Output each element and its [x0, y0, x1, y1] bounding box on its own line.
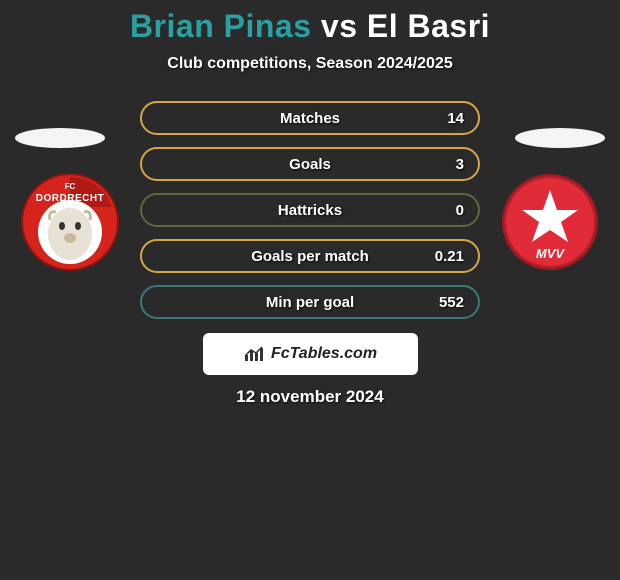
comparison-card: Brian Pinas vs El Basri Club competition… [0, 0, 620, 407]
stat-row-matches: Matches 14 [140, 101, 480, 135]
bar-chart-icon [243, 345, 265, 363]
stat-label-gpm: Goals per match [142, 248, 478, 265]
mvv-badge-icon: MVV [500, 172, 600, 272]
badge-left-line1: FC [65, 182, 76, 191]
stat-label-mpg: Min per goal [142, 294, 478, 311]
subtitle: Club competitions, Season 2024/2025 [0, 55, 620, 73]
club-badge-left: FC DORDRECHT [20, 172, 120, 272]
stat-right-goals: 3 [456, 156, 464, 173]
stat-row-goals-per-match: Goals per match 0.21 [140, 239, 480, 273]
player2-name: El Basri [367, 8, 490, 44]
stat-row-goals: Goals 3 [140, 147, 480, 181]
stat-label-goals: Goals [142, 156, 478, 173]
player1-name: Brian Pinas [130, 8, 312, 44]
stat-row-min-per-goal: Min per goal 552 [140, 285, 480, 319]
title: Brian Pinas vs El Basri [0, 8, 620, 45]
attribution: FcTables.com [203, 333, 418, 375]
stat-label-hattricks: Hattricks [142, 202, 478, 219]
stat-right-hattricks: 0 [456, 202, 464, 219]
stat-row-hattricks: Hattricks 0 [140, 193, 480, 227]
date: 12 november 2024 [0, 387, 620, 407]
stat-right-matches: 14 [447, 110, 464, 127]
dordrecht-badge-icon: FC DORDRECHT [20, 172, 120, 272]
stat-right-mpg: 552 [439, 294, 464, 311]
title-vs: vs [321, 8, 358, 44]
stat-rows: Matches 14 Goals 3 Hattricks 0 Goals per… [140, 101, 480, 319]
club-badge-right: MVV [500, 172, 600, 272]
stat-label-matches: Matches [142, 110, 478, 127]
shadow-ellipse-right [515, 128, 605, 148]
shadow-ellipse-left [15, 128, 105, 148]
badge-right-label: MVV [536, 246, 566, 261]
stat-right-gpm: 0.21 [435, 248, 464, 265]
attribution-brand: FcTables.com [271, 345, 377, 363]
